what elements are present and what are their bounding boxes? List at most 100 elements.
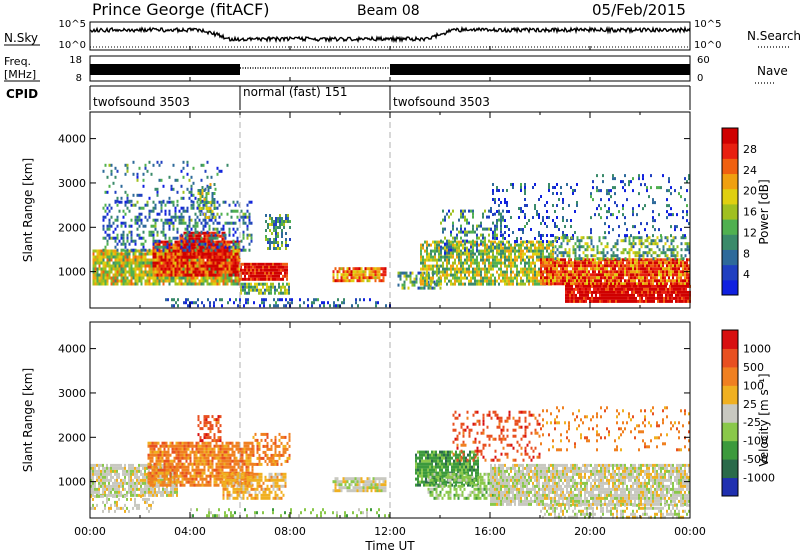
power-cell-12 <box>526 270 528 274</box>
power-cell-16 <box>675 287 677 291</box>
power-cell-12 <box>452 264 454 268</box>
power-cell-15 <box>608 273 610 277</box>
power-cell-15 <box>576 276 578 280</box>
power-cell-12 <box>424 261 426 265</box>
power-cell-15 <box>658 261 660 265</box>
power-cell-15 <box>662 282 664 286</box>
power-cell-15 <box>626 258 628 262</box>
power-cell-15 <box>584 279 586 283</box>
power-cell-7 <box>274 291 276 295</box>
power-cell-0 <box>96 249 99 253</box>
power-cell-4 <box>142 178 145 182</box>
power-cell-12 <box>540 252 542 256</box>
power-cell-15 <box>640 261 642 265</box>
power-cell-5 <box>209 186 212 189</box>
power-cell-12 <box>490 276 492 280</box>
power-cell-16 <box>567 284 569 288</box>
power-cell-16 <box>633 287 635 291</box>
power-cell-1 <box>236 264 239 268</box>
power-cell-14 <box>504 237 506 240</box>
power-cell-13 <box>460 212 462 216</box>
power-cell-3 <box>250 233 253 237</box>
power-cell-1 <box>162 255 165 259</box>
power-cell-16 <box>623 287 625 291</box>
power-cell-1 <box>200 267 203 271</box>
power-cell-1 <box>186 258 189 262</box>
power-cell-16 <box>645 287 647 291</box>
power-cell-12 <box>514 243 516 247</box>
power-cell-8 <box>289 238 291 241</box>
power-cell-0 <box>124 252 127 256</box>
power-cell-16 <box>603 290 605 294</box>
power-cell-9 <box>368 276 371 280</box>
power-cell-0 <box>118 273 121 277</box>
power-cell-16 <box>595 293 597 297</box>
power-cell-15 <box>672 279 674 283</box>
power-cell-4 <box>136 178 139 182</box>
power-cell-16 <box>643 284 645 288</box>
power-cell-2 <box>203 237 206 241</box>
power-cell-6 <box>284 268 286 272</box>
power-cell-12 <box>450 273 452 277</box>
power-cell-12 <box>420 282 422 286</box>
power-cell-3 <box>146 200 149 204</box>
power-cell-0 <box>94 258 97 262</box>
power-cell-17 <box>636 254 639 258</box>
power-cell-15 <box>658 267 660 271</box>
power-cell-15 <box>622 276 624 280</box>
power-cell-16 <box>603 293 605 297</box>
power-cell-17 <box>610 257 613 261</box>
power-cell-14 <box>504 198 506 201</box>
power-cell-12 <box>496 255 498 259</box>
power-cell-0 <box>178 279 181 283</box>
power-cell-12 <box>430 258 432 262</box>
power-cell-4 <box>210 175 213 179</box>
power-cell-16 <box>677 293 679 297</box>
power-cell-8 <box>267 247 269 250</box>
power-cell-13 <box>460 251 462 255</box>
power-cell-15 <box>652 282 654 286</box>
power-cell-12 <box>488 249 490 253</box>
power-cell-12 <box>486 246 488 250</box>
power-cell-12 <box>484 264 486 268</box>
power-cell-12 <box>482 252 484 256</box>
power-cell-8 <box>273 238 275 241</box>
power-cell-17 <box>628 248 631 252</box>
nave-label: Nave <box>757 64 788 78</box>
power-cell-0 <box>156 276 159 280</box>
power-cell-15 <box>648 279 650 283</box>
power-cell-16 <box>579 296 581 300</box>
power-cell-0 <box>168 282 171 286</box>
power-cell-0 <box>122 270 125 274</box>
power-cell-12 <box>528 246 530 250</box>
power-cell-15 <box>564 270 566 274</box>
power-cell-15 <box>630 273 632 277</box>
power-cell-5 <box>207 201 210 204</box>
power-cell-3 <box>180 218 183 222</box>
power-cell-12 <box>524 261 526 265</box>
power-cell-2 <box>217 234 220 238</box>
power-cell-12 <box>540 240 542 244</box>
power-cell-12 <box>492 282 494 286</box>
power-cell-0 <box>114 255 117 259</box>
power-cell-0 <box>132 258 135 262</box>
power-cell-0 <box>140 264 143 268</box>
power-cell-0 <box>190 276 193 280</box>
power-cell-17 <box>564 236 567 240</box>
power-cell-15 <box>624 264 626 268</box>
power-cell-14 <box>540 195 542 198</box>
power-cell-15 <box>686 276 688 280</box>
power-cell-12 <box>434 258 436 262</box>
power-cell-15 <box>578 282 580 286</box>
power-cell-0 <box>112 282 115 286</box>
power-cell-17 <box>578 239 581 243</box>
power-cell-0 <box>204 279 207 283</box>
power-cell-6 <box>284 274 286 278</box>
power-cell-7 <box>246 291 248 295</box>
power-cell-12 <box>480 270 482 274</box>
power-cell-15 <box>556 276 558 280</box>
power-cell-3 <box>108 209 111 213</box>
power-cell-0 <box>110 270 113 274</box>
power-cell-9 <box>374 279 377 283</box>
power-cell-0 <box>106 279 109 283</box>
